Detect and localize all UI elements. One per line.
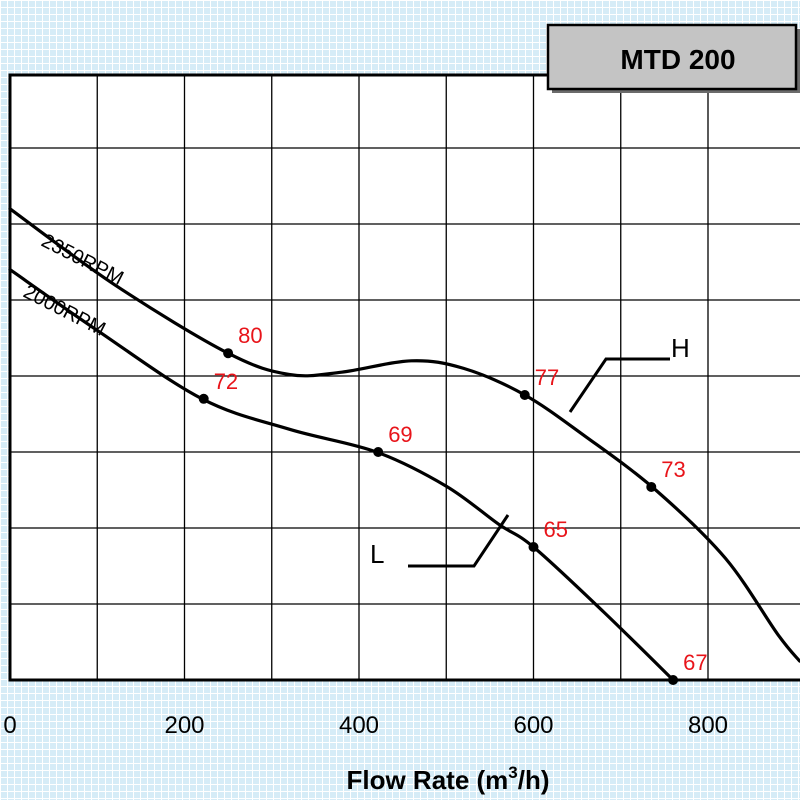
grid	[10, 75, 800, 680]
efficiency-point	[668, 675, 679, 685]
x-tick-labels: 0 200 400 600 800	[3, 712, 728, 739]
series-line-2350rpm	[8, 207, 800, 663]
efficiency-point	[198, 393, 209, 404]
h-leader-line	[568, 357, 670, 413]
x-tick-label: 200	[164, 712, 204, 739]
title-box: MTD 200	[546, 23, 800, 93]
efficiency-point	[373, 447, 384, 457]
x-axis-label: Flow Rate (m3/h)	[346, 763, 549, 795]
x-tick-label: 800	[688, 712, 728, 739]
l-leader-line	[408, 514, 510, 568]
efficiency-point	[223, 348, 234, 359]
efficiency-label: 80	[238, 323, 262, 348]
efficiency-label: 65	[544, 517, 568, 542]
efficiency-label: 69	[388, 422, 412, 447]
efficiency-label: 72	[214, 369, 238, 394]
efficiency-label: 73	[661, 457, 685, 482]
series-line-2000rpm	[8, 268, 675, 682]
plot-area	[10, 75, 800, 680]
x-axis-label-end: /h)	[518, 765, 550, 795]
title-box-frame	[546, 23, 798, 91]
x-tick-label: 0	[3, 712, 16, 739]
efficiency-point	[528, 542, 539, 552]
x-axis-label-main: Flow Rate (m	[346, 765, 508, 795]
chart-title: MTD 200	[620, 44, 735, 75]
efficiency-point	[519, 390, 530, 400]
efficiency-label: 67	[683, 650, 707, 675]
series-tag-h: H	[671, 333, 690, 363]
efficiency-point	[646, 481, 657, 492]
x-tick-label: 600	[513, 712, 553, 739]
curves: 80 77 73 72 69 65 67	[8, 207, 800, 685]
x-axis-label-sup: 3	[508, 763, 517, 782]
series-tag-l: L	[370, 539, 384, 569]
x-tick-label: 400	[339, 712, 379, 739]
plot-border	[8, 73, 800, 682]
efficiency-label: 77	[535, 365, 559, 390]
